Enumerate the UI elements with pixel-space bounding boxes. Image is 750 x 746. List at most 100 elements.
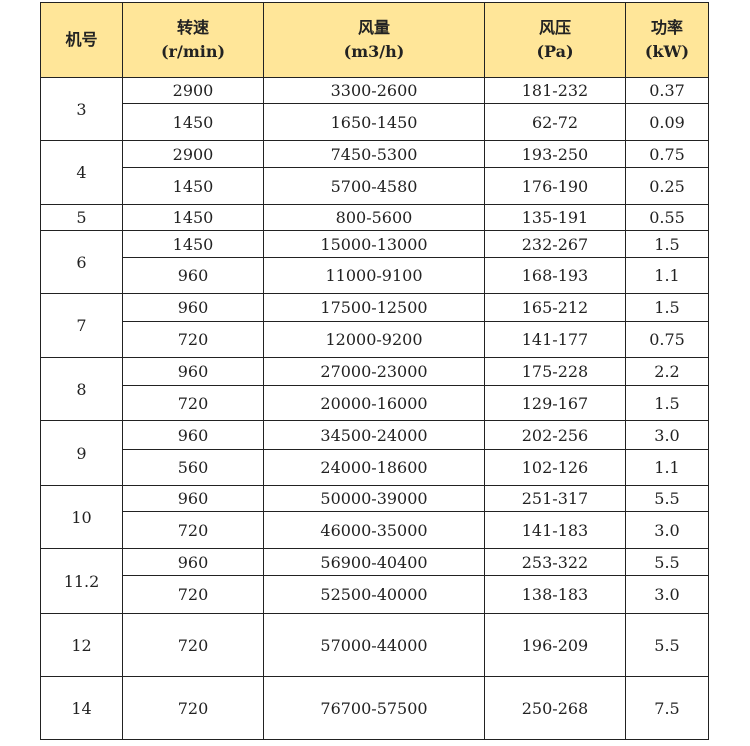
speed-cell: 720 <box>122 321 264 358</box>
pressure-cell: 168-193 <box>484 257 626 294</box>
pressure-cell: 253-322 <box>484 548 626 576</box>
speed-cell: 960 <box>122 420 264 450</box>
power-cell: 1.5 <box>625 230 709 258</box>
speed-cell: 720 <box>122 511 264 549</box>
power-cell: 0.25 <box>625 167 709 205</box>
speed-cell: 1450 <box>122 204 264 231</box>
power-cell: 1.1 <box>625 257 709 294</box>
airflow-cell: 57000-44000 <box>263 613 485 677</box>
header-title: 风压 <box>538 18 571 37</box>
airflow-cell: 800-5600 <box>263 204 485 231</box>
airflow-cell: 27000-23000 <box>263 357 485 386</box>
speed-cell: 1450 <box>122 103 264 141</box>
airflow-cell: 11000-9100 <box>263 257 485 294</box>
power-cell: 0.75 <box>625 140 709 168</box>
column-header: 机号 <box>40 2 123 78</box>
speed-cell: 560 <box>122 449 264 486</box>
power-cell: 2.2 <box>625 357 709 386</box>
table-row: 1450 1650-1450 62-72 0.09 <box>41 103 709 141</box>
pressure-cell: 193-250 <box>484 140 626 168</box>
table-row: 560 24000-18600 102-126 1.1 <box>41 449 709 486</box>
table-row: 960 11000-9100 168-193 1.1 <box>41 257 709 294</box>
power-cell: 0.55 <box>625 204 709 231</box>
table-row: 4 2900 7450-5300 193-250 0.75 <box>40 140 709 205</box>
pressure-cell: 196-209 <box>484 613 626 677</box>
pressure-cell: 62-72 <box>484 103 626 141</box>
speed-cell: 960 <box>122 485 264 512</box>
model-cell: 3 <box>40 77 123 141</box>
table-row: 10 960 50000-39000 251-317 5.5 <box>40 485 709 549</box>
airflow-cell: 17500-12500 <box>263 293 485 322</box>
power-cell: 1.5 <box>625 293 709 322</box>
airflow-cell: 76700-57500 <box>263 676 485 740</box>
pressure-cell: 141-177 <box>484 321 626 358</box>
pressure-cell: 181-232 <box>484 77 626 104</box>
speed-cell: 960 <box>122 257 264 294</box>
speed-cell: 960 <box>122 357 264 386</box>
airflow-cell: 46000-35000 <box>263 511 485 549</box>
airflow-cell: 1650-1450 <box>263 103 485 141</box>
power-cell: 0.09 <box>625 103 709 141</box>
speed-cell: 720 <box>122 575 264 614</box>
model-cell: 12 <box>40 613 123 677</box>
model-cell: 5 <box>40 204 123 231</box>
table-row: 8 960 27000-23000 175-228 2.2 <box>40 357 709 421</box>
table-row: 720 12000-9200 141-177 0.75 <box>41 321 709 358</box>
power-cell: 1.1 <box>625 449 709 486</box>
power-cell: 0.75 <box>625 321 709 358</box>
table-row: 6 1450 15000-13000 232-267 1.5 <box>40 230 709 294</box>
speed-cell: 720 <box>122 385 264 421</box>
airflow-cell: 24000-18600 <box>263 449 485 486</box>
model-cell: 10 <box>40 485 123 549</box>
airflow-cell: 56900-40400 <box>263 548 485 576</box>
speed-cell: 2900 <box>122 140 264 168</box>
header-unit: (m3/h) <box>343 42 405 61</box>
model-cell: 8 <box>40 357 123 421</box>
model-cell: 4 <box>40 140 123 205</box>
power-cell: 1.5 <box>625 385 709 421</box>
power-cell: 5.5 <box>625 485 709 512</box>
airflow-cell: 20000-16000 <box>263 385 485 421</box>
speed-cell: 1450 <box>122 167 264 205</box>
header-title: 风量 <box>357 18 390 37</box>
table-row: 720 52500-40000 138-183 3.0 <box>41 575 709 614</box>
column-header: 风量 (m3/h) <box>263 2 485 78</box>
pressure-cell: 251-317 <box>484 485 626 512</box>
column-header: 转速 (r/min) <box>122 2 264 78</box>
model-cell: 11.2 <box>40 548 123 614</box>
power-cell: 3.0 <box>625 575 709 614</box>
speed-cell: 960 <box>122 548 264 576</box>
airflow-cell: 7450-5300 <box>263 140 485 168</box>
airflow-cell: 3300-2600 <box>263 77 485 104</box>
table-row: 9 960 34500-24000 202-256 3.0 <box>40 420 709 486</box>
table-row: 720 46000-35000 141-183 3.0 <box>41 511 709 549</box>
header-title: 功率 <box>650 18 683 37</box>
speed-cell: 720 <box>122 676 264 740</box>
fan-spec-table: 机号 转速 (r/min) 风量 (m3/h) 风压 (Pa) 功率 (kW) 3 2900 330… <box>40 2 709 740</box>
table-row: 11.2 960 56900-40400 253-322 5.5 <box>40 548 709 614</box>
pressure-cell: 202-256 <box>484 420 626 450</box>
pressure-cell: 135-191 <box>484 204 626 231</box>
speed-cell: 960 <box>122 293 264 322</box>
model-cell: 14 <box>40 676 123 740</box>
power-cell: 5.5 <box>625 548 709 576</box>
power-cell: 3.0 <box>625 420 709 450</box>
airflow-cell: 50000-39000 <box>263 485 485 512</box>
airflow-cell: 15000-13000 <box>263 230 485 258</box>
model-cell: 7 <box>40 293 123 358</box>
pressure-cell: 102-126 <box>484 449 626 486</box>
pressure-cell: 129-167 <box>484 385 626 421</box>
power-cell: 0.37 <box>625 77 709 104</box>
table-row: 3 2900 3300-2600 181-232 0.37 <box>40 77 709 141</box>
header-title: 机号 <box>65 30 98 49</box>
header-title: 转速 <box>176 18 209 37</box>
header-unit: (r/min) <box>160 42 226 61</box>
table-row: 14 720 76700-57500 250-268 7.5 <box>40 676 709 740</box>
pressure-cell: 250-268 <box>484 676 626 740</box>
pressure-cell: 175-228 <box>484 357 626 386</box>
table-row: 5 1450 800-5600 135-191 0.55 <box>40 204 709 231</box>
airflow-cell: 34500-24000 <box>263 420 485 450</box>
power-cell: 5.5 <box>625 613 709 677</box>
pressure-cell: 138-183 <box>484 575 626 614</box>
model-cell: 9 <box>40 420 123 486</box>
